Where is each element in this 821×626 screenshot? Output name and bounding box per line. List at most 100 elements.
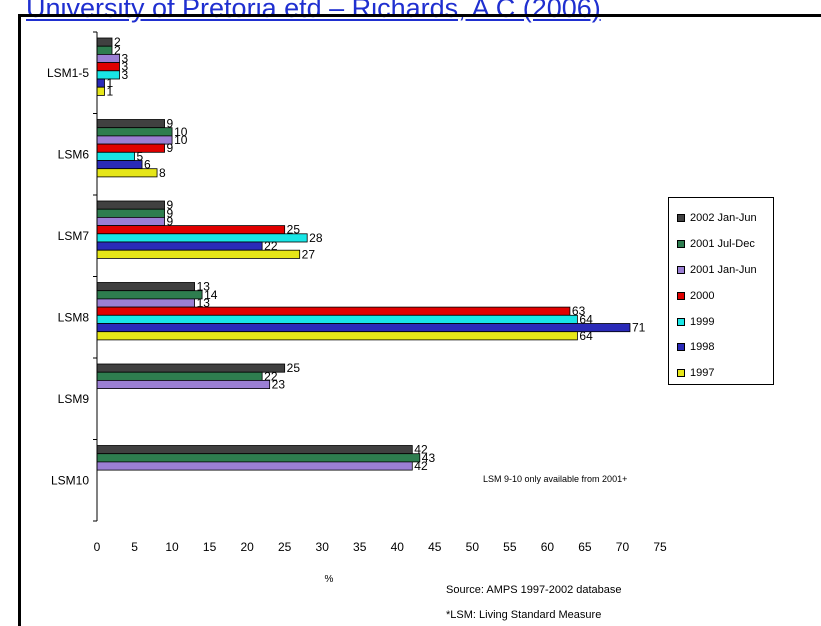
legend-item: 2001 Jan-Jun xyxy=(677,257,773,283)
bar-lsm6-1998 xyxy=(96,160,143,170)
x-tick-label: 50 xyxy=(466,540,480,554)
data-label: 63 xyxy=(572,304,586,318)
x-tick-label: 35 xyxy=(353,540,367,554)
x-tick-label: 5 xyxy=(131,540,138,554)
legend-swatch xyxy=(677,369,685,378)
legend-item: 2002 Jan-Jun xyxy=(677,205,773,231)
legend-label: 1999 xyxy=(690,315,715,328)
bar-lsm10-2001-jan-jun xyxy=(96,461,413,471)
bar-lsm6-2000 xyxy=(96,143,165,153)
x-tick-label: 55 xyxy=(503,540,517,554)
x-tick-label: 60 xyxy=(541,540,555,554)
frame-rule-left xyxy=(18,14,21,626)
legend-swatch xyxy=(677,213,685,222)
bar-lsm1-5-2002-jan-jun xyxy=(96,37,113,47)
x-tick-label: 30 xyxy=(316,540,330,554)
x-tick-label: 70 xyxy=(616,540,630,554)
bar-lsm8-1998 xyxy=(96,323,631,333)
data-label: 9 xyxy=(167,141,174,155)
bar-lsm6-2002-jan-jun xyxy=(96,119,165,129)
data-label: 1 xyxy=(107,84,114,98)
data-label: 43 xyxy=(422,451,436,465)
legend-swatch xyxy=(677,317,685,326)
bar-lsm8-2001-jan-jun xyxy=(96,298,195,308)
bar-lsm6-1997 xyxy=(96,168,158,178)
bar-lsm9-2001-jul-dec xyxy=(96,371,263,381)
category-label: LSM8 xyxy=(58,310,90,324)
x-tick-label: 0 xyxy=(94,540,101,554)
bar-lsm6-2001-jan-jun xyxy=(96,135,173,145)
data-label: 14 xyxy=(204,288,218,302)
legend-label: 1998 xyxy=(690,341,715,354)
data-label: 22 xyxy=(264,239,278,253)
data-label: 28 xyxy=(309,231,323,245)
slide-title: University of Pretoria etd – Richards, A… xyxy=(26,0,601,23)
bar-lsm7-1997 xyxy=(96,249,301,259)
x-tick-label: 15 xyxy=(203,540,217,554)
x-tick-label: 10 xyxy=(165,540,179,554)
bar-lsm1-5-1998 xyxy=(96,78,105,88)
legend-swatch xyxy=(677,239,685,248)
bar-lsm10-2001-jul-dec xyxy=(96,453,421,463)
legend-item: 1999 xyxy=(677,309,773,335)
x-tick-label: 40 xyxy=(391,540,405,554)
category-label: LSM1-5 xyxy=(47,66,89,80)
category-label: LSM10 xyxy=(51,473,89,487)
bar-lsm8-1999 xyxy=(96,314,578,324)
data-label: 9 xyxy=(167,198,174,212)
legend-swatch xyxy=(677,343,685,352)
data-label: 42 xyxy=(414,443,428,457)
frame-rule-top xyxy=(18,14,821,17)
bar-lsm8-2000 xyxy=(96,306,571,316)
x-tick-label: 45 xyxy=(428,540,442,554)
bar-lsm7-2002-jan-jun xyxy=(96,200,165,210)
data-label: 25 xyxy=(287,361,301,375)
x-axis-label: % xyxy=(325,574,334,585)
bar-lsm10-2002-jan-jun xyxy=(96,445,413,455)
x-tick-label: 25 xyxy=(278,540,292,554)
data-label: 13 xyxy=(197,296,211,310)
data-label: 9 xyxy=(167,117,174,131)
legend-swatch xyxy=(677,265,685,274)
data-label: 5 xyxy=(137,149,144,163)
bar-lsm1-5-2000 xyxy=(96,62,120,72)
legend-label: 2001 Jul-Dec xyxy=(690,237,755,250)
legend-item: 1997 xyxy=(677,360,773,386)
bar-lsm9-2001-jan-jun xyxy=(96,379,271,389)
bar-lsm6-1999 xyxy=(96,151,135,161)
bars-layer: 2233311910109568999252822271314136364716… xyxy=(96,35,646,473)
data-label: 13 xyxy=(197,280,211,294)
bar-lsm8-1997 xyxy=(96,331,578,341)
lsm-definition-note: *LSM: Living Standard Measure xyxy=(446,609,602,621)
bar-lsm1-5-1997 xyxy=(96,86,105,96)
x-tick-label: 20 xyxy=(240,540,254,554)
category-label: LSM9 xyxy=(58,392,90,406)
bar-lsm8-2002-jan-jun xyxy=(96,282,195,292)
legend-item: 2000 xyxy=(677,283,773,309)
data-label: 9 xyxy=(167,206,174,220)
data-label: 6 xyxy=(144,158,151,172)
bar-lsm7-2001-jul-dec xyxy=(96,208,165,218)
data-label: 9 xyxy=(167,215,174,229)
bar-lsm7-2001-jan-jun xyxy=(96,216,165,226)
data-label: 23 xyxy=(272,378,286,392)
data-label: 3 xyxy=(122,60,129,74)
data-label: 3 xyxy=(122,52,129,66)
data-label: 64 xyxy=(579,329,593,343)
legend-item: 1998 xyxy=(677,334,773,360)
data-label: 3 xyxy=(122,68,129,82)
data-label: 64 xyxy=(579,312,593,326)
data-label: 10 xyxy=(174,133,188,147)
x-tick-label: 65 xyxy=(578,540,592,554)
bar-lsm1-5-2001-jul-dec xyxy=(96,45,113,55)
data-label: 42 xyxy=(414,459,428,473)
legend-label: 2002 Jan-Jun xyxy=(690,211,757,224)
data-label: 1 xyxy=(107,76,114,90)
legend-list: 2002 Jan-Jun 2001 Jul-Dec 2001 Jan-Jun 2000… xyxy=(677,205,773,386)
data-label: 25 xyxy=(287,223,301,237)
source-note: Source: AMPS 1997-2002 database xyxy=(446,584,622,596)
data-label: 22 xyxy=(264,369,278,383)
legend-swatch xyxy=(677,291,685,300)
